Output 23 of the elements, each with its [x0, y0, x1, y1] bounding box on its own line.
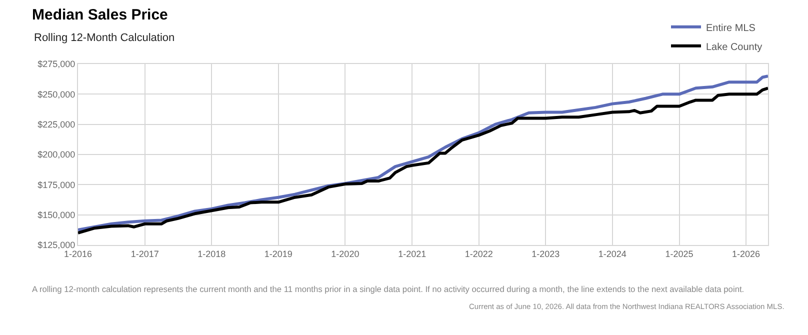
y-tick-label: $150,000: [38, 210, 76, 220]
x-tick-label: 1-2016: [64, 248, 92, 259]
x-tick-label: 1-2022: [464, 248, 493, 259]
x-tick-label: 1-2017: [130, 248, 159, 259]
y-tick-label: $200,000: [38, 150, 76, 160]
y-tick-label: $175,000: [38, 180, 76, 190]
x-tick-label: 1-2018: [198, 248, 226, 259]
x-tick-label: 1-2024: [598, 248, 626, 259]
y-tick-label: $125,000: [38, 240, 76, 250]
legend-label: Lake County: [706, 42, 762, 53]
text: A rolling 12-month calculation represents the current month and the 11 months prior in a single data point. If no activity occurred during a month, the line extends to the next available data point.: [32, 284, 744, 294]
x-tick-label: 1-2019: [264, 248, 292, 259]
y-tick-label: $225,000: [38, 119, 76, 130]
x-tick-label: 1-2021: [398, 248, 426, 259]
y-tick-label: $250,000: [38, 89, 76, 100]
chart-title: Median Sales Price: [32, 6, 168, 24]
x-tick-label: 1-2020: [331, 248, 360, 259]
legend-label: Entire MLS: [706, 22, 756, 34]
x-tick-label: 1-2023: [532, 248, 560, 259]
x-tick-label: 1-2026: [732, 248, 760, 259]
x-tick-label: 1-2025: [665, 248, 694, 259]
chart-subtitle: Rolling 12-Month Calculation: [34, 32, 175, 44]
y-tick-label: $275,000: [38, 59, 76, 70]
